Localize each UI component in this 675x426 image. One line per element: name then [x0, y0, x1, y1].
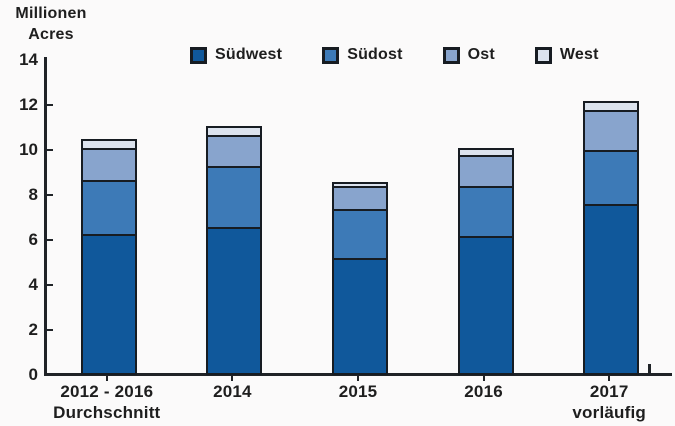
y-tick-mark-6 — [47, 239, 53, 241]
y-tick-label-6: 6 — [28, 230, 38, 249]
y-axis-line — [44, 57, 47, 376]
legend-swatch-icon — [534, 46, 552, 64]
bar-segment-ost — [334, 186, 386, 209]
x-axis-label-line: 2014 — [213, 382, 252, 401]
x-axis-label-3: 2016 — [409, 381, 559, 402]
legend-label: Südwest — [215, 46, 283, 63]
bar-segment-ost — [208, 134, 261, 166]
x-axis-label-2: 2015 — [283, 381, 433, 402]
y-tick-label-2: 2 — [28, 320, 38, 339]
legend-item-2: Ost — [442, 46, 495, 64]
y-tick-label-4: 4 — [28, 275, 38, 294]
legend-item-1: Südost — [322, 46, 402, 64]
x-tick-mark-2 — [357, 376, 359, 381]
bar-segment-südost — [334, 208, 386, 259]
bar-segment-west — [82, 141, 135, 148]
x-tick-mark-3 — [482, 376, 485, 381]
x-tick-mark-0 — [105, 376, 108, 381]
y-tick-label-12: 12 — [19, 95, 38, 114]
bar-segment-südwest — [459, 235, 512, 373]
x-axis-label-line: 2015 — [338, 382, 378, 401]
y-axis-title: Millionen Acres — [2, 3, 100, 45]
x-tick-mark-4 — [608, 376, 611, 381]
y-tick-mark-2 — [47, 329, 53, 331]
bar-segment-südost — [208, 166, 261, 227]
x-tick-mark-1 — [231, 376, 234, 381]
legend-swatch-icon — [322, 46, 340, 64]
bar-segment-südost — [82, 179, 135, 234]
bar-segment-südwest — [334, 258, 386, 373]
y-tick-mark-12 — [47, 104, 53, 106]
x-axis-label-line: Durchschnitt — [53, 403, 161, 422]
bar-segment-südwest — [208, 226, 261, 373]
bar-2014 — [206, 125, 263, 375]
y-axis-title-line1: Millionen — [15, 5, 87, 22]
x-axis-label-0: 2012 - 2016 Durchschnitt — [32, 381, 182, 423]
bar-2012-2016-durchschnitt — [80, 139, 137, 375]
bar-2017-vorl-ufig — [583, 101, 640, 375]
legend-item-0: Südwest — [190, 46, 282, 64]
x-axis-label-line: 2016 — [464, 382, 503, 401]
x-axis-label-1: 2014 — [157, 381, 307, 402]
legend-swatch-icon — [442, 46, 460, 64]
legend-swatch-icon — [190, 46, 207, 64]
bar-segment-ost — [585, 109, 638, 151]
y-tick-label-0: 0 — [28, 365, 38, 384]
bar-segment-ost — [82, 148, 135, 180]
legend-label: West — [559, 46, 599, 63]
bar-segment-west — [208, 127, 261, 135]
x-axis-end-tick — [648, 364, 651, 374]
x-axis-label-4: 2017 vorläufig — [534, 381, 675, 423]
y-tick-label-10: 10 — [19, 140, 38, 159]
legend-label: Ost — [467, 46, 495, 63]
y-tick-label-8: 8 — [28, 185, 38, 204]
bar-segment-ost — [459, 154, 512, 187]
bar-segment-west — [585, 103, 638, 110]
x-axis-label-line: 2012 - 2016 — [60, 382, 154, 401]
bar-2015 — [332, 182, 388, 375]
x-axis-label-line: vorläufig — [572, 403, 646, 422]
x-axis-label-line: 2017 — [589, 382, 629, 401]
y-tick-mark-4 — [47, 284, 53, 286]
y-tick-mark-8 — [47, 194, 53, 196]
bar-segment-west — [459, 150, 512, 155]
bar-2016 — [457, 148, 514, 375]
legend: Südwest Südost Ost West — [190, 46, 599, 64]
bar-segment-südwest — [585, 204, 638, 373]
legend-label: Südost — [347, 46, 403, 63]
y-axis-title-line2: Acres — [28, 26, 74, 43]
bar-segment-südost — [459, 186, 512, 236]
bar-segment-südost — [585, 150, 638, 205]
plot-area — [44, 60, 672, 375]
bar-segment-west — [334, 184, 386, 187]
bar-segment-südwest — [82, 233, 135, 373]
legend-item-3: West — [534, 46, 599, 64]
y-tick-label-14: 14 — [19, 50, 38, 69]
y-tick-mark-10 — [47, 149, 53, 151]
